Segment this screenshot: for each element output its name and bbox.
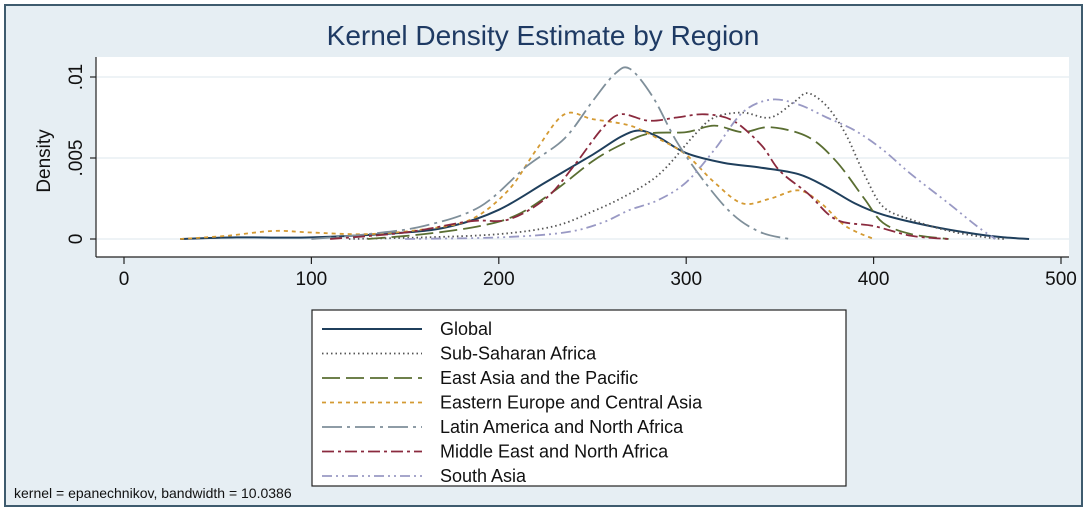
y-axis: 0 .005 .01	[66, 57, 97, 257]
series-lines	[180, 66, 1030, 240]
chart-title: Kernel Density Estimate by Region	[327, 20, 760, 51]
x-tick-label: 300	[670, 269, 702, 290]
kde-chart: Kernel Density Estimate by Region 0 .005.…	[14, 20, 1077, 501]
grid-lines	[96, 76, 1069, 240]
legend-label-sub-saharan-africa: Sub-Saharan Africa	[440, 344, 597, 364]
chart-frame: Kernel Density Estimate by Region 0 .005.…	[4, 4, 1083, 507]
y-tick-label: 0	[66, 234, 87, 245]
x-tick-label: 0	[119, 269, 130, 290]
kernel-note: kernel = epanechnikov, bandwidth = 10.03…	[14, 485, 292, 501]
legend-label-middle-east-and-north-africa: Middle East and North Africa	[440, 442, 669, 462]
series-line-south-asia	[405, 98, 996, 240]
series-line-latin-america-and-north-africa	[311, 66, 790, 240]
legend-label-east-asia-and-the-pacific: East Asia and the Pacific	[440, 368, 638, 388]
series-line-eastern-europe-and-central-asia	[180, 111, 874, 240]
legend-box	[311, 309, 847, 487]
y-tick-label: .01	[66, 64, 87, 90]
legend-label-latin-america-and-north-africa: Latin America and North Africa	[440, 417, 684, 437]
series-line-middle-east-and-north-africa	[330, 113, 949, 240]
series-line-east-asia-and-the-pacific	[367, 124, 949, 240]
x-tick-label: 400	[858, 269, 890, 290]
x-tick-label: 200	[483, 269, 515, 290]
y-tick-label: .005	[66, 140, 87, 177]
y-axis-label: Density	[34, 129, 55, 193]
legend-label-eastern-europe-and-central-asia: Eastern Europe and Central Asia	[440, 393, 703, 413]
legend-label-global: Global	[440, 319, 492, 339]
x-axis: 0 100 200 300 400 500	[96, 256, 1077, 290]
x-tick-label: 500	[1045, 269, 1077, 290]
x-tick-label: 100	[296, 269, 328, 290]
legend: Global Sub-Saharan Africa East Asia and th…	[311, 309, 847, 487]
plot-area	[96, 57, 1069, 257]
legend-label-south-asia: South Asia	[440, 466, 527, 486]
